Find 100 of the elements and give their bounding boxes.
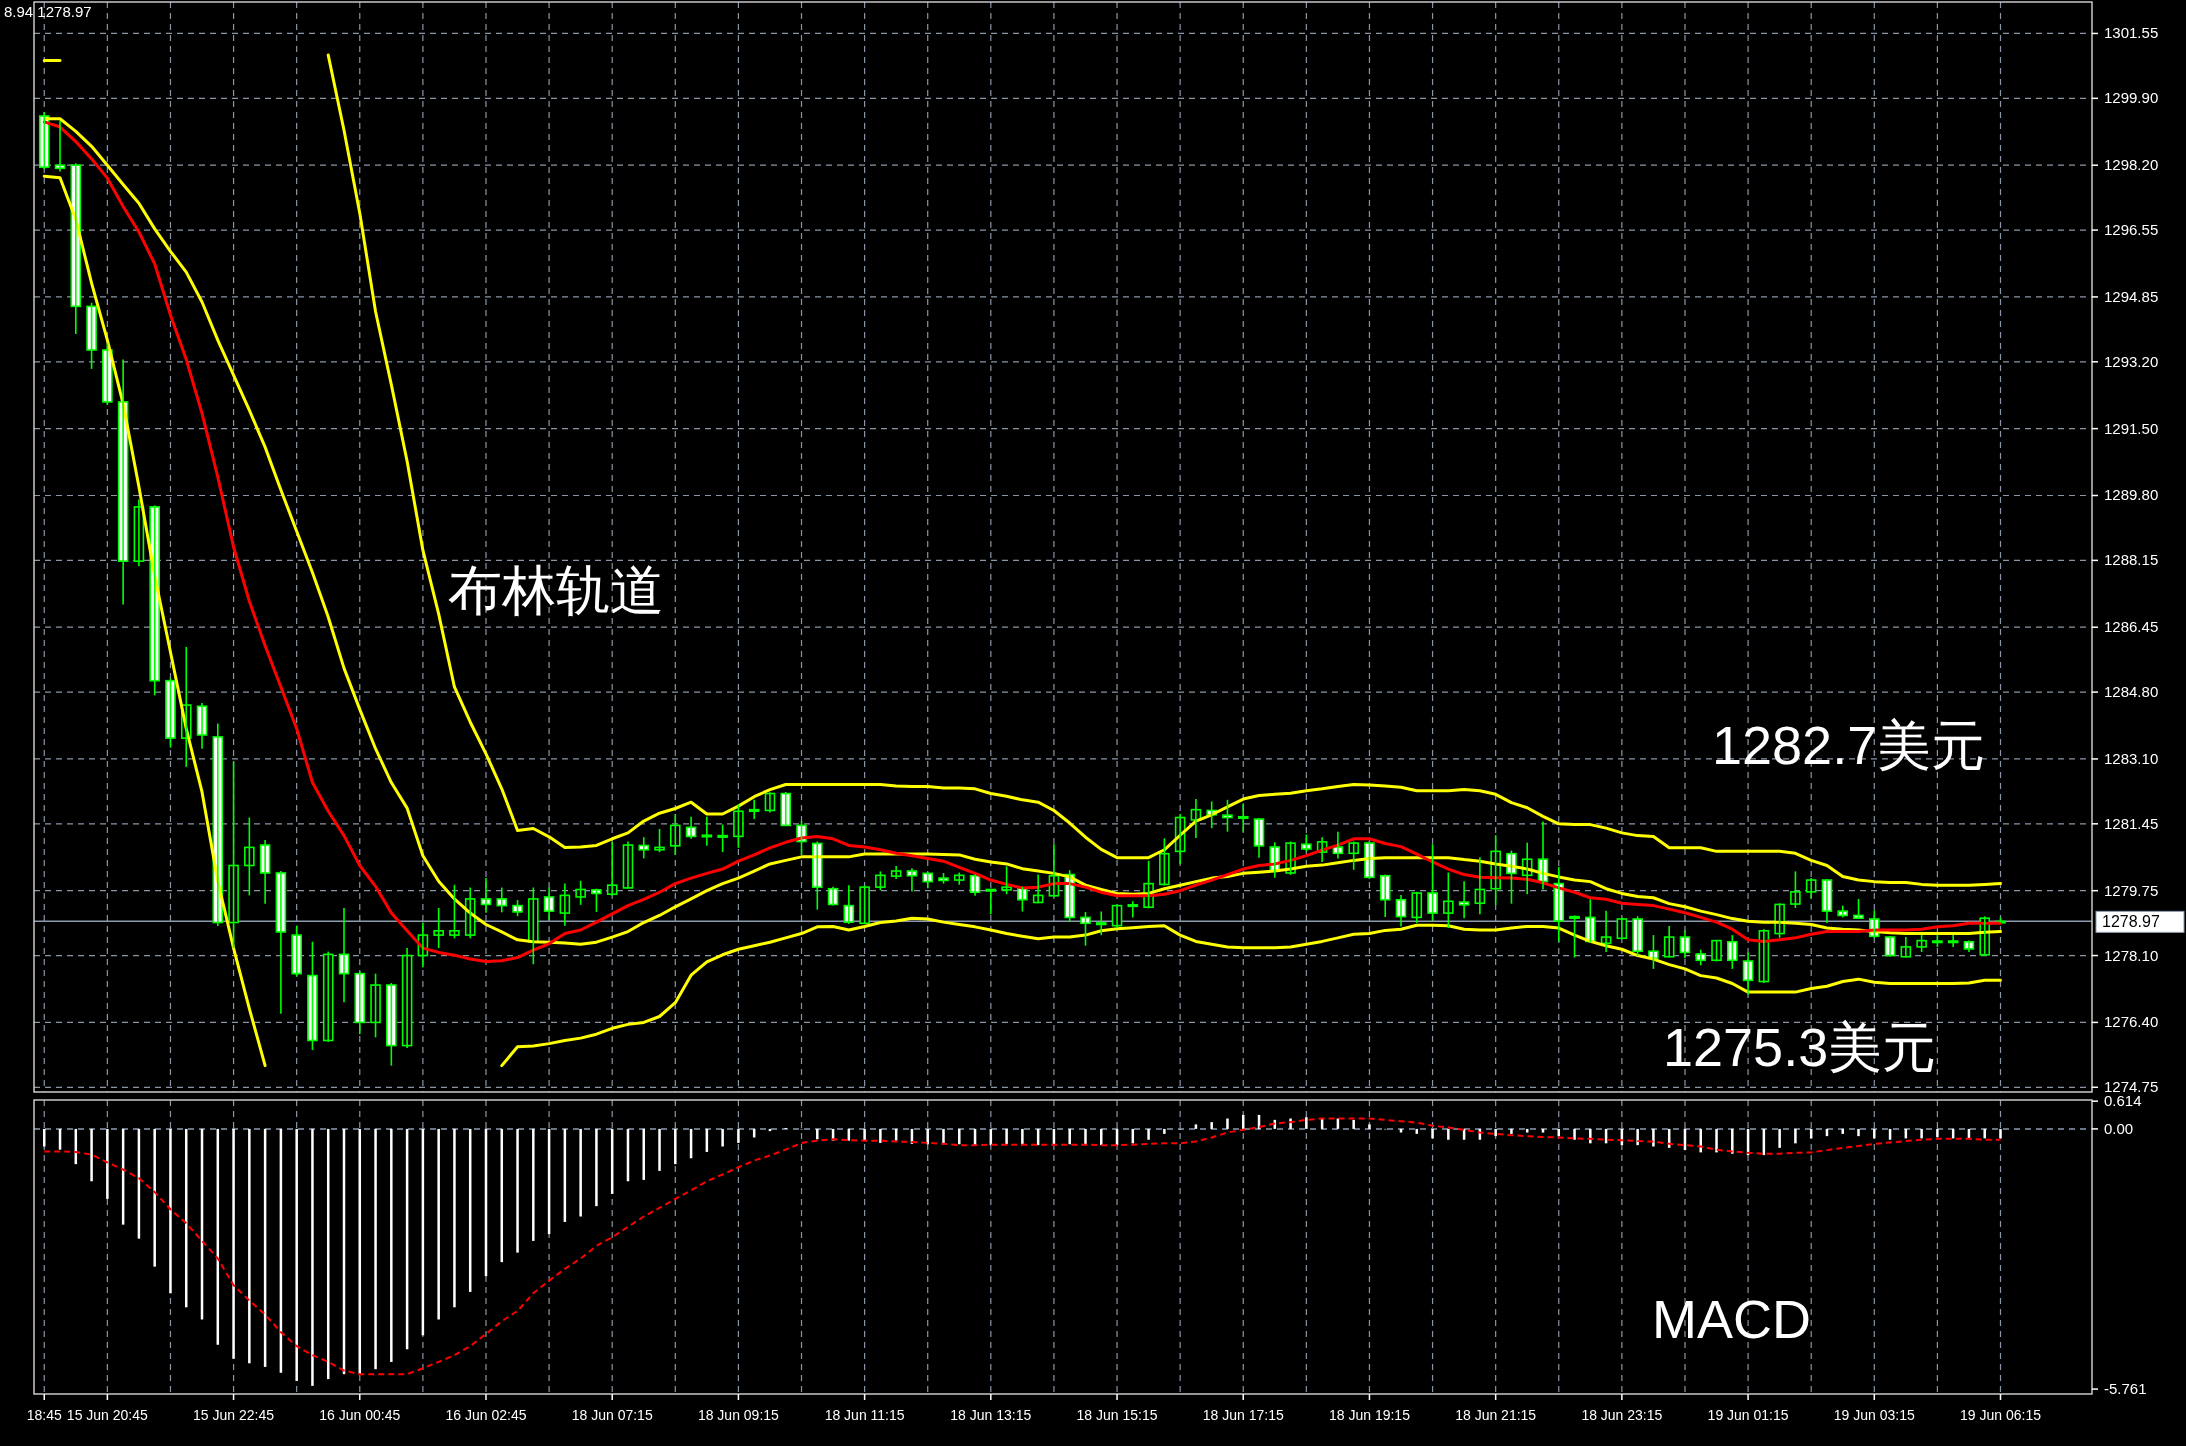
bar bbox=[642, 1128, 645, 1180]
bar bbox=[1573, 1128, 1576, 1140]
candlestick bbox=[701, 815, 713, 847]
bar bbox=[1857, 1128, 1860, 1137]
x-tick-label: 19 Jun 06:15 bbox=[1960, 1407, 2042, 1423]
bar bbox=[1447, 1128, 1450, 1140]
bar bbox=[1778, 1128, 1781, 1148]
annotation: 1275.3美元 bbox=[1663, 1017, 1937, 1077]
bar bbox=[1510, 1128, 1513, 1134]
annotation: MACD bbox=[1652, 1289, 1811, 1349]
candlestick bbox=[1348, 840, 1359, 871]
bar bbox=[879, 1128, 882, 1143]
x-tick-label: 18 Jun 17:15 bbox=[1202, 1407, 1284, 1423]
bar bbox=[1163, 1128, 1166, 1134]
bar bbox=[516, 1128, 519, 1253]
x-tick-label: 19 Jun 01:15 bbox=[1707, 1407, 1789, 1423]
bar bbox=[1652, 1128, 1655, 1147]
candlestick bbox=[859, 884, 870, 925]
bar bbox=[1305, 1117, 1308, 1129]
y-tick-label: 1279.75 bbox=[2104, 881, 2159, 899]
bar bbox=[1999, 1128, 2002, 1139]
annotation: 1282.7美元 bbox=[1712, 715, 1986, 775]
bar bbox=[437, 1128, 440, 1320]
y-tick-label: 1298.20 bbox=[2104, 156, 2159, 174]
bar bbox=[863, 1128, 866, 1141]
bar bbox=[1636, 1128, 1639, 1146]
bar bbox=[1368, 1124, 1371, 1129]
candlestick bbox=[528, 886, 539, 965]
y-tick-label: 1293.20 bbox=[2104, 352, 2159, 370]
bar bbox=[295, 1128, 298, 1381]
bar bbox=[1210, 1122, 1213, 1129]
candlestick bbox=[1837, 904, 1849, 919]
candlestick bbox=[1790, 870, 1801, 909]
x-tick-label: 18 Jun 15:15 bbox=[1076, 1407, 1158, 1423]
x-tick-label: 16 Jun 02:45 bbox=[445, 1407, 527, 1423]
candlestick bbox=[228, 760, 239, 949]
candlestick bbox=[1427, 843, 1438, 922]
bar bbox=[43, 1128, 46, 1147]
x-tick-label: 18 Jun 09:15 bbox=[697, 1407, 780, 1423]
x-tick-label: 18 Jun 11:15 bbox=[824, 1407, 905, 1423]
bar bbox=[1794, 1128, 1797, 1144]
bar bbox=[169, 1128, 172, 1294]
y-tick-label: 1301.55 bbox=[2104, 24, 2159, 42]
bar bbox=[737, 1128, 740, 1143]
bar bbox=[1920, 1128, 1923, 1139]
ref-line-label: 1278.97 bbox=[2102, 913, 2160, 931]
bar bbox=[232, 1128, 235, 1359]
bar bbox=[453, 1128, 456, 1308]
bar bbox=[532, 1128, 535, 1241]
y-tick-label: 1286.45 bbox=[2104, 618, 2159, 636]
bar bbox=[90, 1128, 93, 1182]
candlestick bbox=[1711, 939, 1722, 963]
candlestick bbox=[1080, 911, 1091, 947]
candlestick bbox=[638, 836, 650, 860]
candlestick bbox=[654, 828, 665, 853]
y-tick-label: 1284.80 bbox=[2104, 683, 2159, 701]
candlestick bbox=[1237, 802, 1249, 833]
x-tick-label: 18 Jun 23:15 bbox=[1581, 1407, 1663, 1423]
bar bbox=[1100, 1128, 1103, 1146]
bar bbox=[1873, 1128, 1876, 1139]
line-series bbox=[43, 1117, 2002, 1376]
bar bbox=[1715, 1128, 1718, 1153]
candlestick bbox=[1569, 914, 1580, 959]
annotation: 布林轨道 bbox=[448, 560, 664, 620]
candlestick bbox=[575, 880, 586, 906]
bar bbox=[248, 1128, 251, 1364]
y-tick-label: -5.761 bbox=[2104, 1380, 2147, 1398]
candlestick bbox=[386, 982, 397, 1067]
bar bbox=[658, 1128, 661, 1171]
bar bbox=[1005, 1128, 1008, 1145]
bar bbox=[816, 1128, 819, 1140]
bar bbox=[1731, 1128, 1734, 1154]
candlestick bbox=[733, 803, 744, 849]
y-tick-label: 1294.85 bbox=[2104, 287, 2159, 305]
candlestick bbox=[875, 870, 886, 892]
bar bbox=[1147, 1128, 1150, 1140]
candlestick bbox=[370, 972, 381, 1039]
candlestick bbox=[1458, 880, 1470, 919]
bar bbox=[106, 1128, 109, 1199]
x-tick-label: 16 Jun 00:45 bbox=[319, 1407, 401, 1423]
bar bbox=[926, 1128, 929, 1145]
candlestick bbox=[86, 302, 97, 370]
bar bbox=[1352, 1119, 1355, 1129]
bar bbox=[579, 1128, 582, 1217]
x-tick-label: 18 Jun 19:15 bbox=[1328, 1407, 1411, 1423]
bar bbox=[1084, 1128, 1087, 1146]
candlestick bbox=[717, 823, 728, 853]
bar bbox=[1494, 1128, 1497, 1137]
candlestick bbox=[449, 883, 460, 940]
y-tick-label: 1283.10 bbox=[2104, 749, 2159, 767]
y-tick-label: 1291.50 bbox=[2104, 419, 2159, 437]
bar bbox=[374, 1128, 377, 1370]
candlestick bbox=[1853, 898, 1864, 920]
bar bbox=[1194, 1124, 1198, 1129]
candlestick bbox=[1727, 934, 1738, 970]
bar bbox=[311, 1128, 314, 1386]
bar bbox=[595, 1128, 598, 1207]
x-tick-label: 18 Jun 13:15 bbox=[950, 1407, 1032, 1423]
x-tick-label: 18:45 bbox=[26, 1407, 62, 1423]
bar bbox=[942, 1128, 945, 1145]
